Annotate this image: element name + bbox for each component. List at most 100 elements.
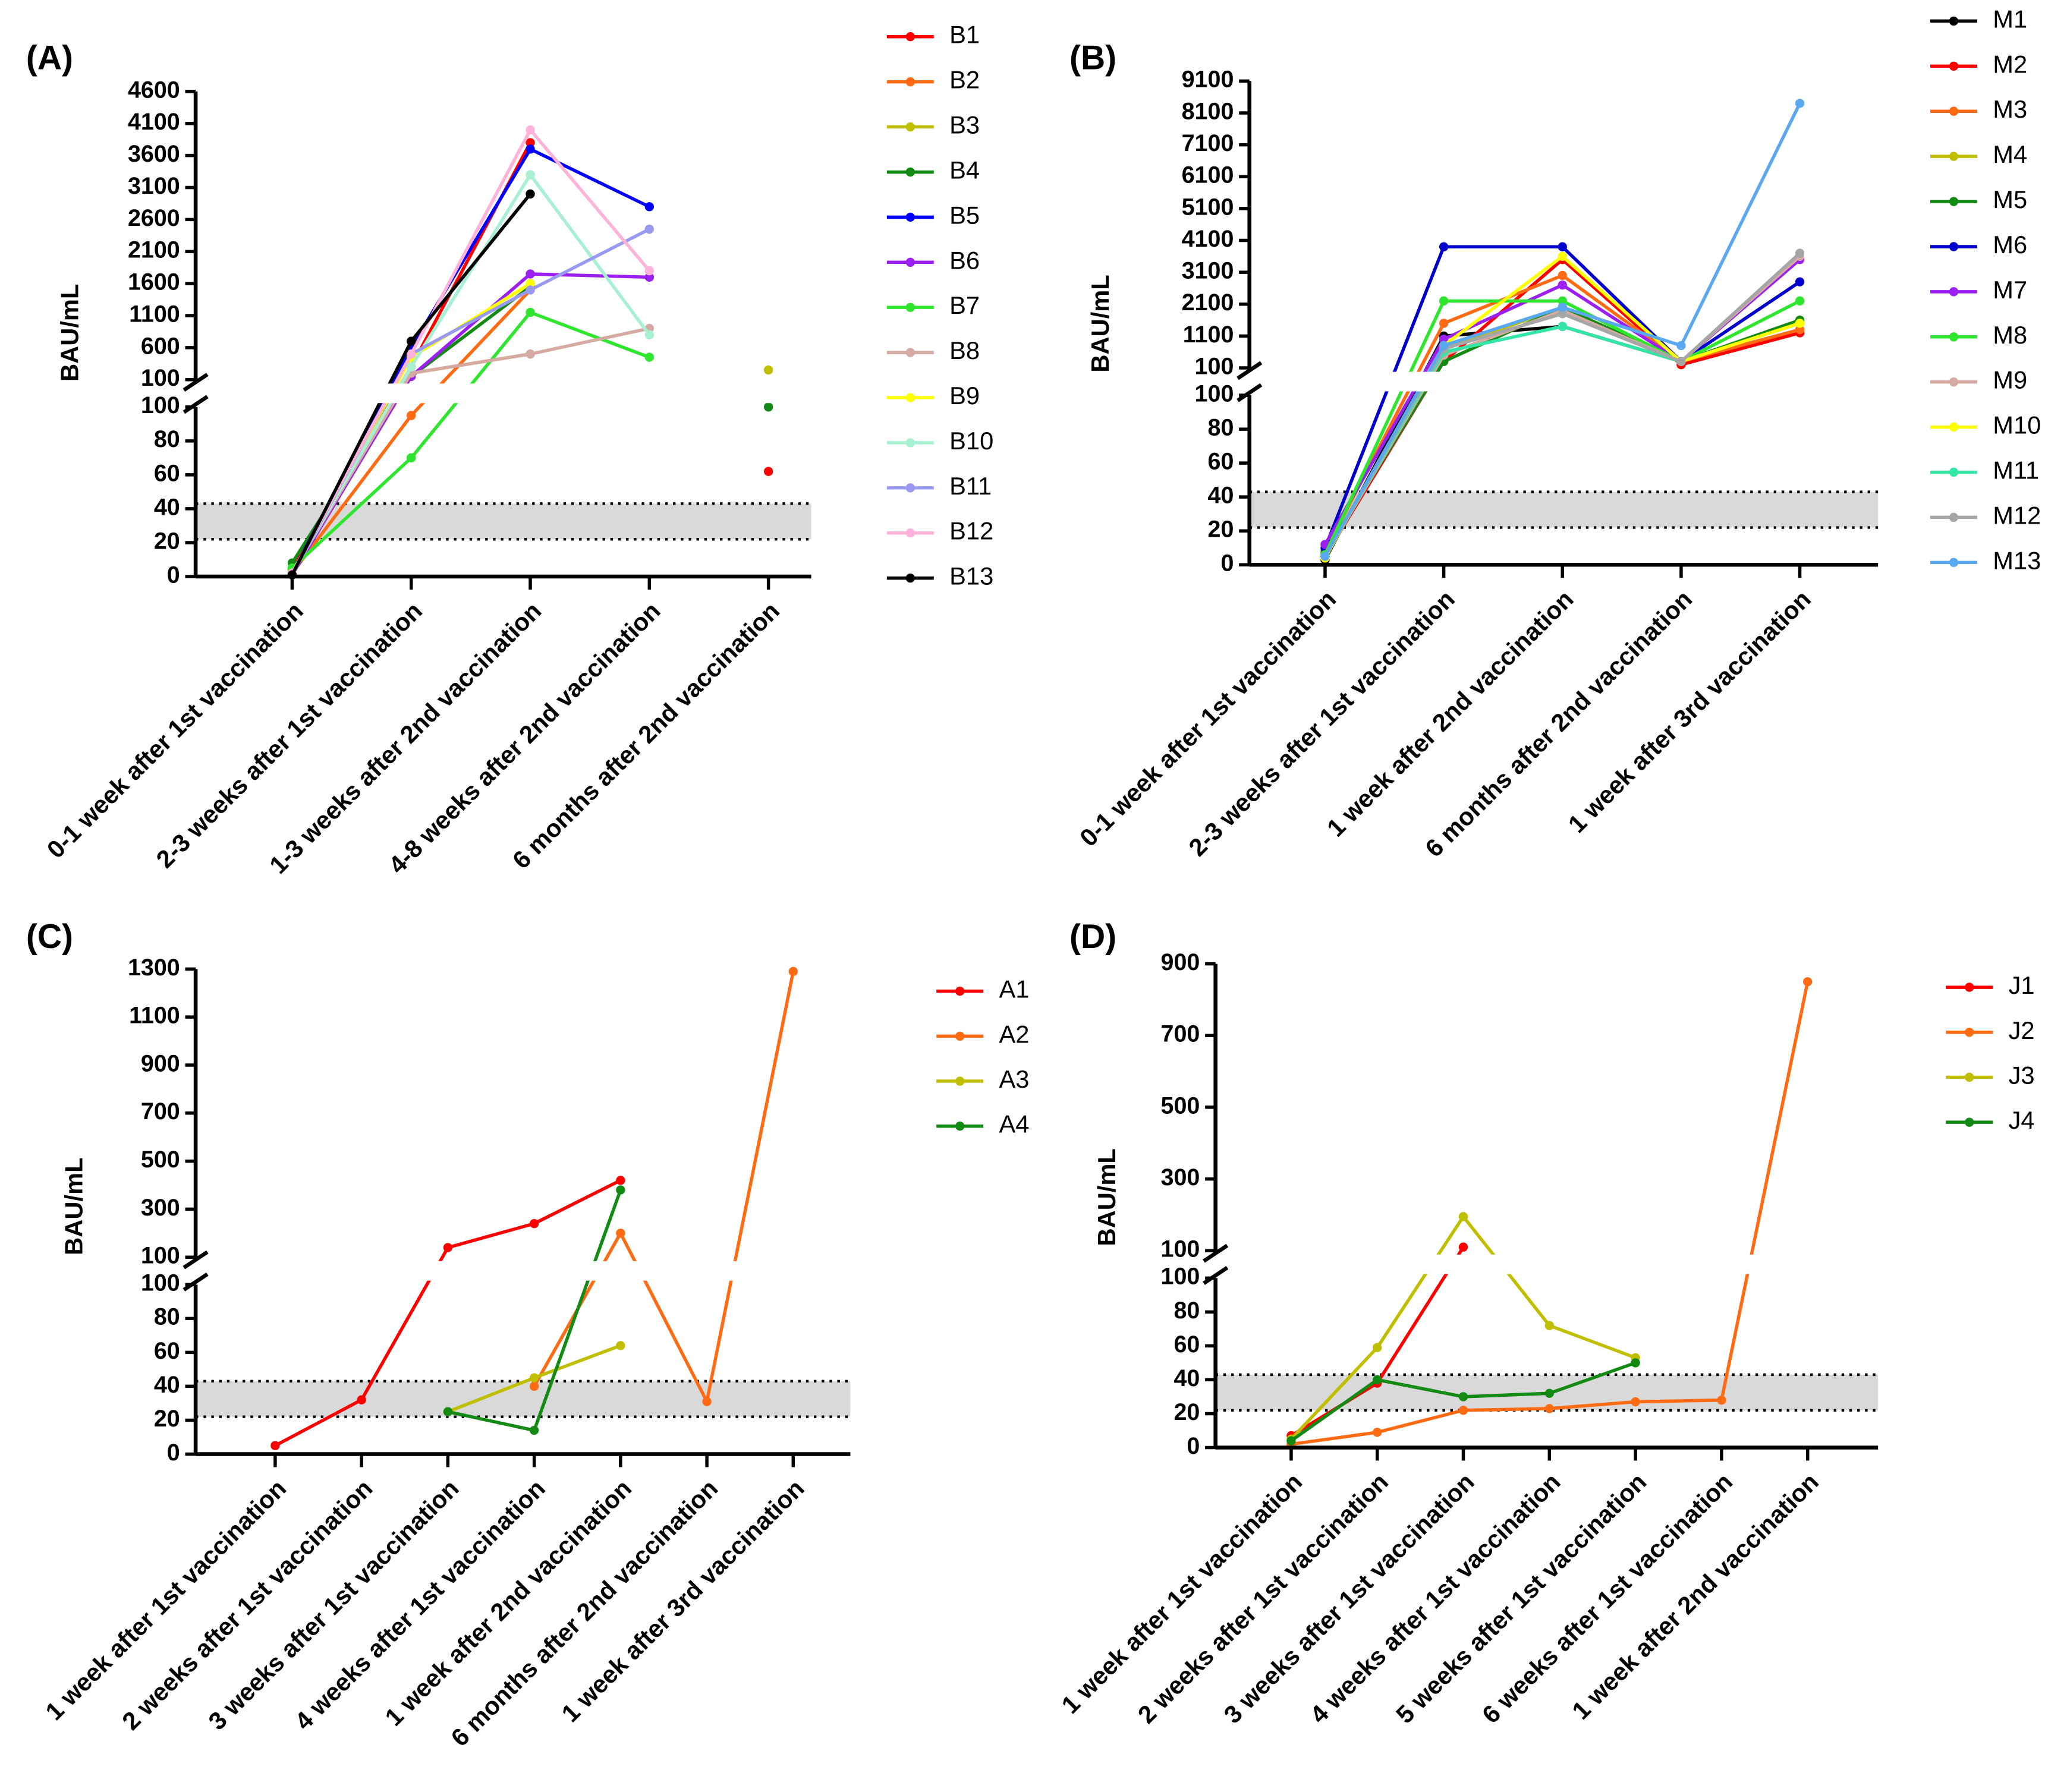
data-point [1717, 1395, 1726, 1405]
panel-label: (B) [1069, 39, 1116, 77]
legend-dot [955, 1076, 965, 1086]
y-tick-label: 0 [1220, 550, 1234, 577]
y-tick-label: 3100 [128, 173, 180, 199]
legend-dot [905, 483, 915, 493]
data-point [407, 336, 416, 346]
y-tick-label: 900 [1161, 949, 1200, 975]
legend-label: M12 [1993, 501, 2041, 529]
data-point [644, 272, 655, 282]
break-mark [1203, 1266, 1229, 1285]
y-tick-label: 900 [141, 1050, 180, 1076]
legend-dot [905, 303, 915, 312]
legend-dot [905, 528, 915, 538]
data-point [1558, 322, 1567, 331]
legend-dot [905, 212, 915, 222]
y-tick-label: 80 [154, 426, 180, 452]
data-point [1631, 1397, 1640, 1407]
data-point [1558, 309, 1567, 319]
data-point [1558, 270, 1567, 281]
break-mark [1237, 383, 1263, 402]
data-point [616, 1341, 625, 1350]
data-point [1558, 303, 1567, 312]
y-axis-label: BAU/mL [1093, 1148, 1121, 1246]
break-mark [183, 395, 209, 414]
data-point [526, 279, 535, 288]
data-point [526, 269, 535, 279]
data-point [529, 1381, 539, 1391]
legend-dot [1949, 61, 1959, 71]
y-tick-label: 0 [167, 1440, 180, 1466]
data-point [526, 189, 535, 199]
y-tick-label: 40 [1173, 1365, 1200, 1391]
legend-dot [905, 77, 915, 87]
axis-break-gap [180, 383, 814, 404]
legend-label: M11 [1993, 456, 2039, 484]
y-tick-label: 100 [1161, 1236, 1200, 1262]
data-point [763, 402, 773, 412]
data-point [1439, 335, 1449, 344]
y-tick-label: 700 [141, 1098, 180, 1125]
legend-dot [1965, 1117, 1974, 1127]
legend-dot [1949, 197, 1959, 206]
legend-label: B2 [949, 66, 980, 94]
data-point [644, 352, 655, 362]
legend-dot [1949, 512, 1959, 522]
y-tick-label: 20 [154, 528, 180, 554]
x-tick-label: 6 months after 2nd vaccination [507, 597, 785, 874]
data-point [526, 125, 535, 135]
break-mark [183, 1250, 209, 1270]
y-tick-label: 3100 [1182, 258, 1234, 284]
legend-dot [1949, 422, 1959, 432]
x-tick-label: 1 week after 3rd vaccination [1563, 585, 1816, 838]
legend-dot [1965, 1028, 1974, 1037]
data-point [644, 202, 655, 212]
data-point [763, 365, 773, 375]
data-point [1631, 1358, 1640, 1368]
data-point [1795, 319, 1805, 328]
axis-break-gap [180, 1261, 853, 1281]
legend-label: B9 [949, 382, 980, 410]
data-point [526, 170, 535, 179]
legend-dot [1965, 1072, 1974, 1082]
y-axis-label: BAU/mL [1086, 275, 1114, 372]
data-point [1558, 251, 1567, 261]
series-line [291, 127, 651, 574]
legend-dot [1949, 106, 1959, 116]
legend-label: A1 [999, 975, 1030, 1003]
data-point [1544, 1388, 1555, 1398]
legend-label: B7 [949, 291, 980, 319]
data-point [1558, 242, 1567, 251]
legend-label: B8 [949, 336, 980, 364]
data-point [443, 1407, 453, 1416]
data-point [644, 266, 655, 276]
data-point [616, 1176, 625, 1185]
legend-label: J4 [2009, 1106, 2035, 1134]
y-tick-label: 9100 [1182, 67, 1234, 93]
break-mark [1203, 1243, 1229, 1263]
y-tick-label: 60 [1208, 449, 1234, 475]
legend-label: B10 [949, 427, 993, 455]
y-tick-label: 100 [1161, 1264, 1200, 1290]
x-tick-label: 0-1 week after 1st vaccination [42, 597, 309, 864]
data-point [1439, 242, 1449, 251]
data-point [1373, 1343, 1382, 1352]
data-point [1439, 319, 1449, 328]
data-point [526, 138, 535, 147]
legend-dot [1949, 16, 1959, 26]
data-point [1458, 1212, 1468, 1221]
y-tick-label: 0 [1187, 1433, 1200, 1459]
y-tick-label: 40 [1208, 483, 1234, 509]
data-point [1373, 1428, 1382, 1437]
legend-label: A3 [999, 1065, 1030, 1093]
data-point [526, 144, 535, 154]
y-tick-label: 500 [141, 1147, 180, 1173]
reference-band [196, 1381, 851, 1417]
data-point [407, 411, 416, 420]
y-tick-label: 300 [141, 1195, 180, 1221]
legend-label: M2 [1993, 50, 2027, 78]
data-point [1558, 296, 1567, 306]
legend-dot [905, 573, 915, 583]
legend-dot [1965, 982, 1974, 992]
data-point [1458, 1242, 1468, 1252]
y-tick-label: 700 [1161, 1021, 1200, 1047]
